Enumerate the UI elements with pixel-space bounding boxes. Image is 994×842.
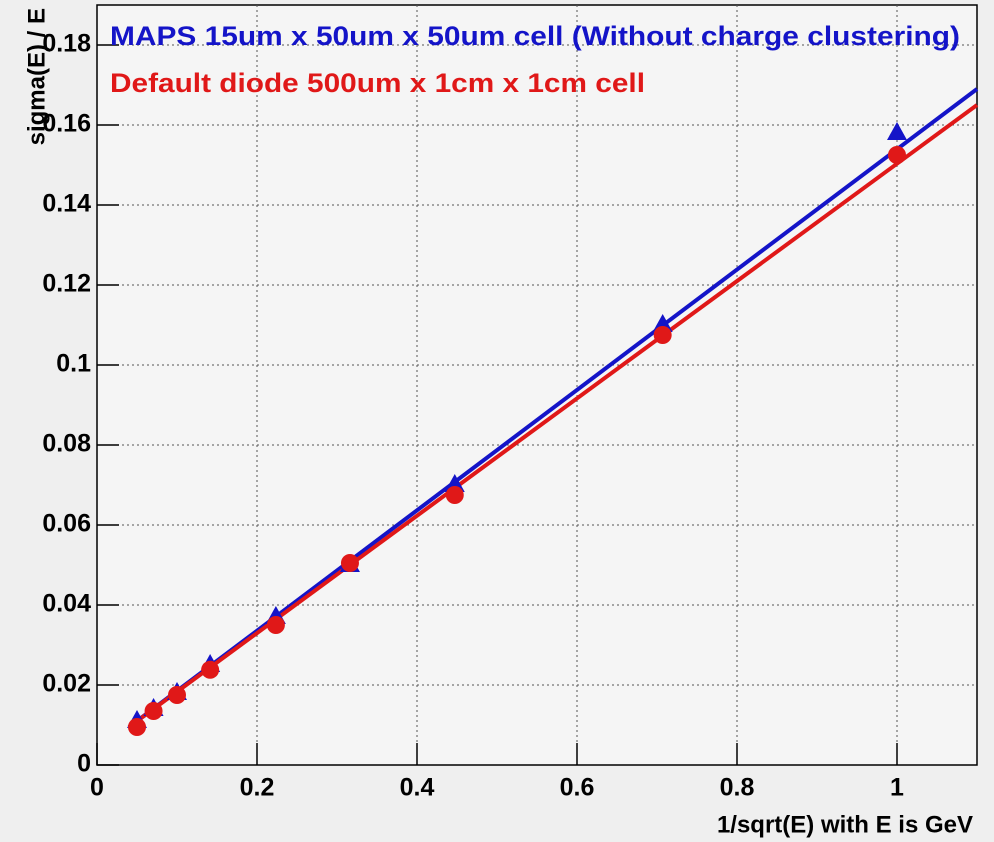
y-tick-label: 0.02 — [42, 670, 91, 698]
y-tick-label: 0.14 — [42, 190, 91, 218]
point — [340, 554, 359, 572]
y-tick-label: 0.06 — [42, 510, 91, 538]
x-axis-title: 1/sqrt(E) with E is GeV — [717, 811, 973, 838]
point — [652, 314, 673, 332]
point — [653, 326, 672, 344]
x-tick-label: 0.4 — [400, 774, 435, 802]
y-tick-label: 0.08 — [42, 430, 91, 458]
y-axis-title: sigma(E) / E — [23, 8, 50, 145]
x-tick-label: 0.2 — [240, 774, 275, 802]
point — [887, 122, 907, 140]
y-tick-label: 0.12 — [42, 270, 91, 298]
point — [445, 486, 464, 504]
point — [444, 474, 465, 492]
y-tick-label: 0.04 — [42, 590, 91, 618]
x-tick-label: 0.6 — [560, 774, 595, 802]
x-tick-label: 1 — [890, 774, 904, 802]
legend-label: MAPS 15um x 50um x 50um cell (Without ch… — [110, 21, 960, 51]
point — [888, 146, 906, 164]
point — [144, 702, 163, 720]
point — [128, 718, 146, 736]
x-tick-label: 0 — [90, 774, 104, 802]
y-tick-label: 0.18 — [42, 30, 91, 58]
x-tick-label: 0.8 — [720, 774, 755, 802]
legend-label: Default diode 500um x 1cm x 1cm cell — [110, 68, 645, 98]
point — [266, 616, 285, 634]
y-tick-label: 0.1 — [56, 350, 91, 378]
point — [201, 660, 220, 679]
y-tick-label: 0.16 — [42, 110, 91, 138]
y-tick-label: 0 — [77, 750, 91, 778]
point — [168, 686, 186, 704]
